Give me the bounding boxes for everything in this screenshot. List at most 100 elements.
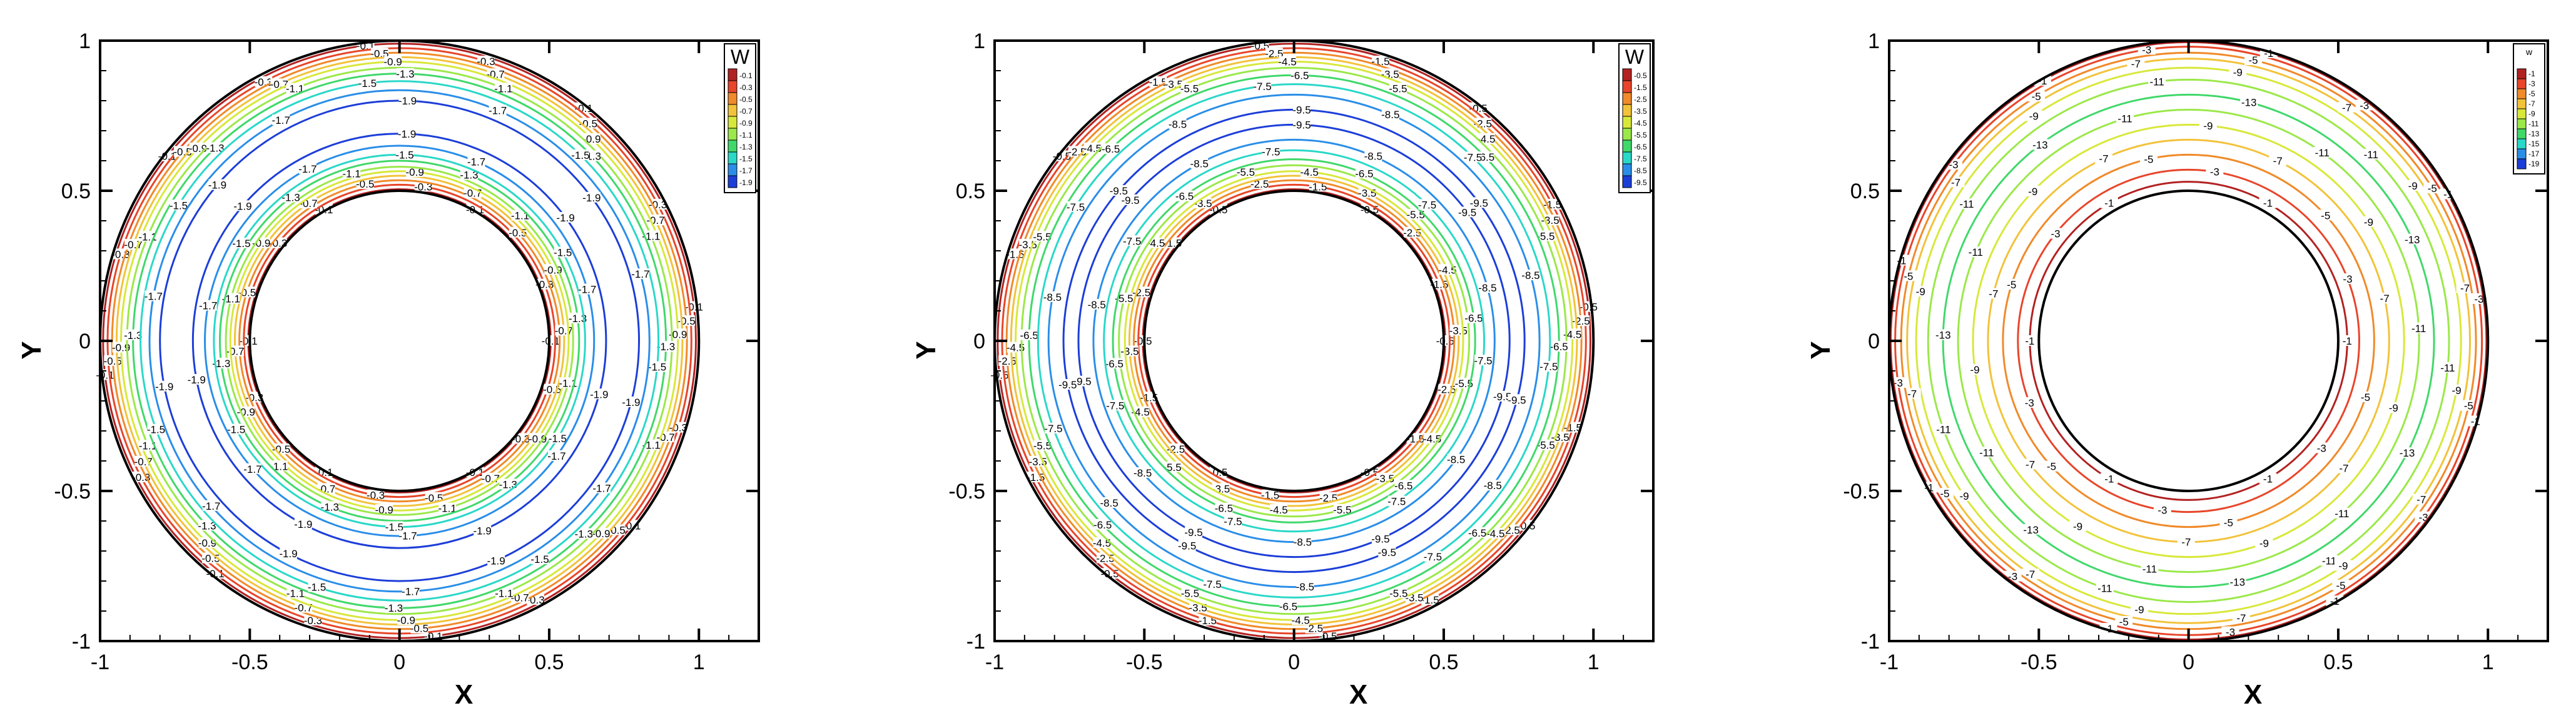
contour-label: -3 [2025, 397, 2034, 409]
contour-label: -0.7 [464, 188, 482, 200]
contour-label: -1.1 [438, 503, 456, 515]
contour-label-bg [294, 518, 312, 530]
contour-label: -1 [2025, 335, 2034, 347]
contour-label: -1 [2263, 198, 2273, 210]
contour-label: -2.5 [1305, 623, 1323, 635]
contour-label-bg [1389, 83, 1407, 94]
contour-label: -9.5 [1458, 206, 1476, 218]
legend-swatch [2517, 158, 2527, 169]
contour-label: -1.3 [569, 313, 587, 325]
contour-label-bg [590, 388, 608, 400]
contour-label-bg [2398, 447, 2416, 458]
contour-label: -11 [2149, 76, 2164, 88]
contour-label: -1.5 [554, 246, 572, 258]
contour-label-bg [1484, 480, 1502, 491]
contour-label: -1.5 [549, 433, 567, 445]
contour-line [1927, 78, 2450, 604]
contour-line [1957, 108, 2420, 574]
legend-swatch [728, 151, 738, 164]
contour-label: -11 [1979, 447, 1994, 458]
contour-label-bg [385, 521, 403, 532]
legend-swatch [1622, 92, 1632, 105]
contour-label: -5 [2336, 580, 2346, 592]
contour-label: -1.5 [385, 521, 403, 533]
contour-label-bg [2130, 604, 2148, 615]
contour-label-bg [571, 149, 589, 160]
contour-label-bg [1424, 550, 1442, 562]
legend-label: -13 [2528, 129, 2540, 138]
contour-label: -9 [2203, 120, 2213, 132]
contour-label: -1.1 [511, 210, 529, 222]
contour-label: -5 [2047, 461, 2056, 473]
contour-line [1062, 108, 1526, 574]
contour-label: -4.5 [1093, 537, 1111, 549]
contour-label: -3.5 [1541, 215, 1559, 226]
contour-label: -1.9 [155, 381, 173, 393]
contour-label-bg [2094, 153, 2112, 164]
contour-label-bg [1133, 467, 1152, 478]
contour-label-bg [1058, 379, 1077, 390]
contour-label: -0.7 [299, 198, 317, 210]
contour-label-bg [1371, 56, 1389, 67]
contour-label: -9 [2233, 66, 2243, 78]
legend-label: -4.5 [1634, 119, 1647, 128]
contour-label: -5.5 [1537, 440, 1555, 452]
contour-label: -0.9 [529, 433, 547, 445]
contour-label: -0.7 [555, 325, 573, 336]
contour-label-bg [622, 396, 640, 407]
contour-label: -4.5 [1301, 166, 1319, 178]
y-axis-title: Y [911, 341, 941, 359]
contour-label-bg [2460, 400, 2478, 411]
contour-label: -5.5 [1181, 588, 1199, 600]
contour-label-bg [1364, 150, 1382, 161]
contour-label-bg [1394, 480, 1412, 491]
contour-label: -11 [1959, 198, 1974, 210]
legend-label: -7.5 [1634, 154, 1647, 163]
contour-label-bg [499, 478, 517, 490]
contour-label-bg [1115, 293, 1133, 304]
contour-label-bg [1966, 364, 1984, 375]
contour-label: -1.7 [631, 268, 649, 280]
contour-label: -7.5 [1418, 199, 1436, 211]
contour-label-bg [1967, 246, 1985, 258]
contour-label: -13 [2229, 577, 2245, 589]
contour-label-bg [1387, 495, 1406, 507]
contour-label: -4.5 [1269, 504, 1287, 516]
contour-label: -1.5 [358, 78, 377, 89]
contour-label: -1.3 [499, 478, 517, 490]
contour-label-bg [1190, 158, 1209, 169]
contour-label-bg [2096, 582, 2114, 594]
contour-label-bg [1563, 328, 1581, 340]
x-tick-label: -1 [985, 650, 1004, 674]
contour-label-bg [494, 83, 512, 94]
x-tick-label: 0 [393, 650, 405, 674]
contour-label-bg [1237, 166, 1255, 178]
contour-line [1103, 149, 1486, 533]
x-tick-label: 0 [2183, 650, 2194, 674]
x-axis-title: X [1349, 679, 1367, 710]
contour-label: -3 [1894, 377, 1903, 389]
contour-label-bg [554, 246, 572, 258]
contour-label-bg [1215, 502, 1233, 513]
contour-label: -6.5 [1105, 358, 1123, 370]
contour-label: -9 [1916, 286, 1925, 298]
contour-label: -5.5 [1163, 462, 1181, 473]
contour-label-bg [1175, 190, 1194, 201]
contour-label: -1.5 [530, 554, 549, 565]
contour-label: -7.5 [1539, 361, 1558, 373]
contour-label-bg [2334, 560, 2352, 571]
contour-label: -0.1 [158, 151, 176, 163]
contour-label: -9 [2073, 520, 2082, 532]
contour-label: -1.1 [287, 588, 305, 600]
contour-line [1915, 66, 2462, 615]
contour-label: -1.3 [281, 192, 300, 204]
contour-label: -8.5 [1484, 480, 1502, 492]
contour-label: -9 [2029, 110, 2039, 122]
x-tick-label: -0.5 [231, 650, 268, 674]
contour-label: -7.5 [1424, 551, 1442, 563]
contour-label: -5 [2144, 153, 2153, 165]
contour-label: -5.5 [1389, 83, 1407, 94]
contour-label: -1.9 [233, 200, 251, 212]
contour-label: -0.1 [542, 335, 560, 347]
contour-label-bg [2137, 44, 2156, 55]
